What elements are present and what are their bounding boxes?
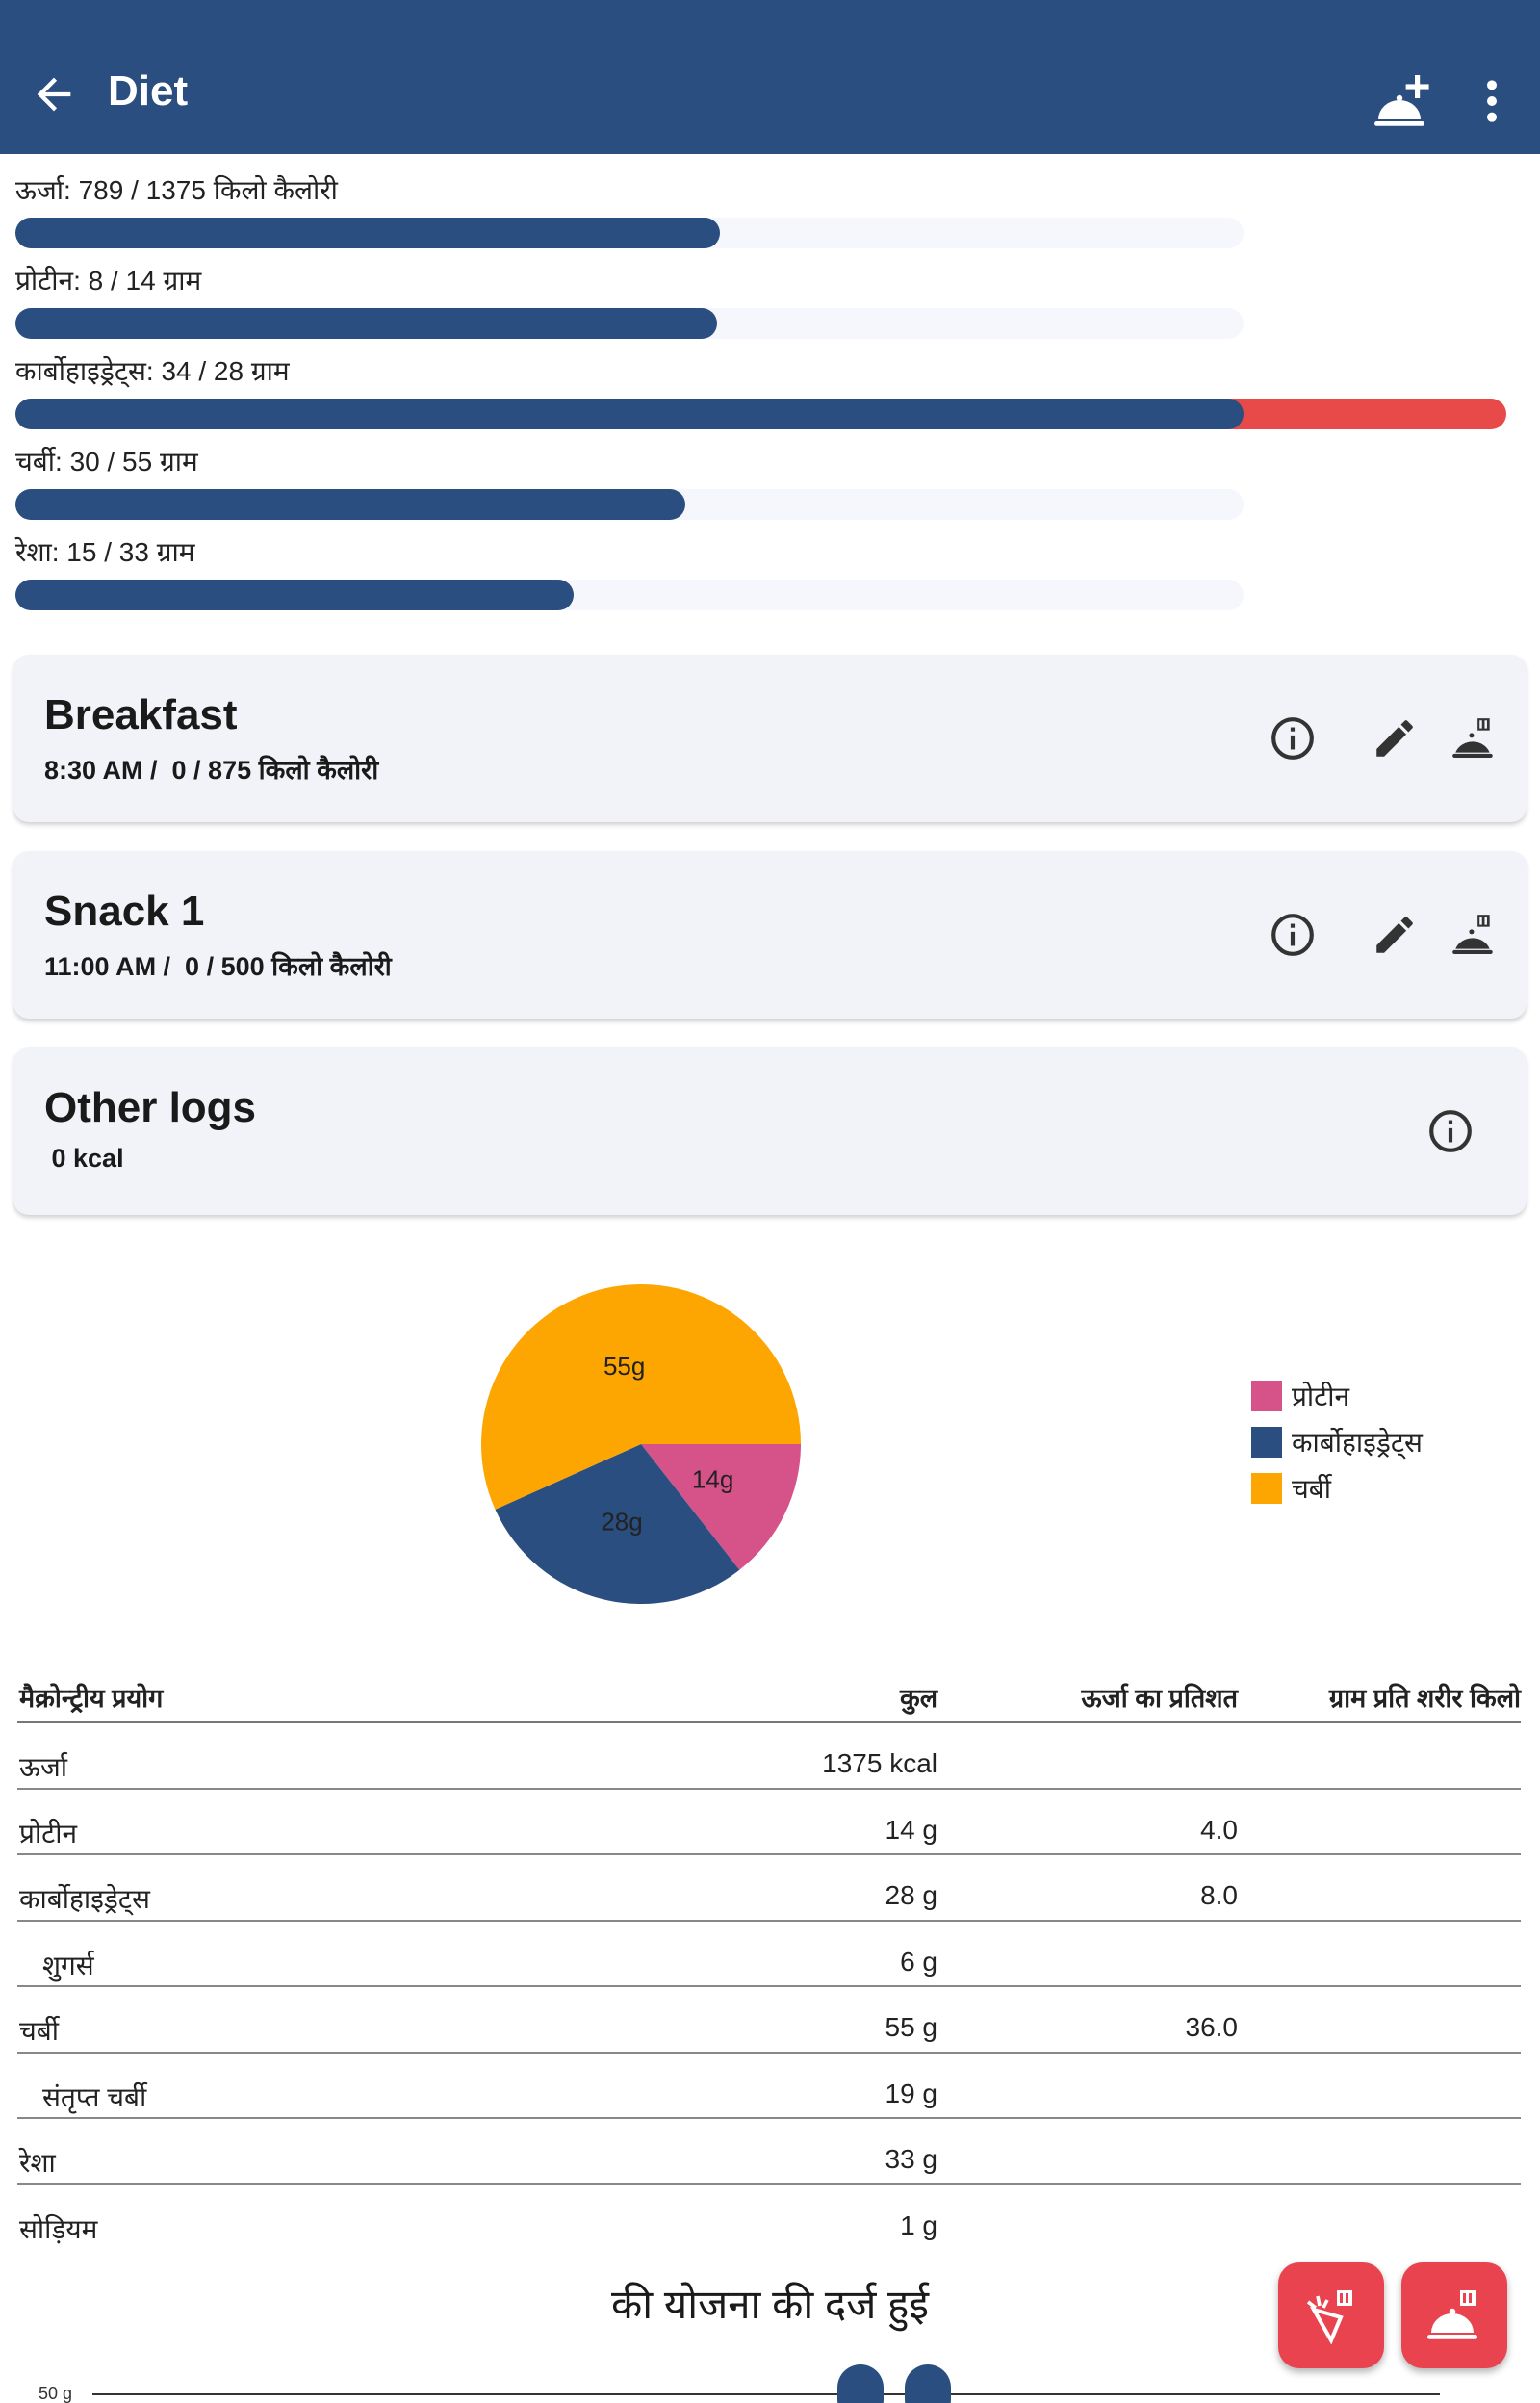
pie-slice-2 xyxy=(481,1284,801,1510)
table-row: संतृप्त चर्बी 19 g xyxy=(17,2054,1521,2119)
pie-slice-label: 55g xyxy=(603,1352,645,1381)
legend-swatch xyxy=(1251,1381,1282,1411)
table-header: मैक्रोन्ट्रीय प्रयोग कुल ऊर्जा का प्रतिश… xyxy=(17,1658,1521,1723)
table-row: सोड़ियम 1 g xyxy=(17,2185,1521,2252)
meal-name: Snack 1 xyxy=(44,888,205,935)
nutrient-name: रेशा xyxy=(19,2148,56,2178)
pie-slice-0 xyxy=(641,1444,801,1570)
plan-chart-title: की योजना की दर्ज हुई xyxy=(611,2282,929,2327)
nutrient-total: 14 g xyxy=(885,1814,938,1845)
progress-fill xyxy=(15,580,574,610)
table-row: ऊर्जा 1375 kcal xyxy=(17,1723,1521,1790)
progress-label: रेशा: 15 / 33 ग्राम xyxy=(15,537,195,567)
nutrient-name: ऊर्जा xyxy=(19,1752,68,1782)
log-meal-button[interactable] xyxy=(1401,2262,1507,2368)
progress-fill xyxy=(15,308,718,339)
table-row: चर्बी 55 g 36.0 xyxy=(17,1987,1521,2054)
progress-3: चर्बी: 30 / 55 ग्राम xyxy=(15,445,1525,520)
table-row: रेशा 33 g xyxy=(17,2119,1521,2185)
log-meal-icon[interactable] xyxy=(1450,911,1498,959)
nutrient-name: संतृप्त चर्बी xyxy=(42,2081,147,2112)
nutrient-name: कार्बोहाइड्रेट्स xyxy=(19,1884,150,1914)
meal-name: Breakfast xyxy=(44,691,238,738)
progress-2: कार्बोहाइड्रेट्स: 34 / 28 ग्राम xyxy=(15,354,1525,429)
progress-fill xyxy=(15,399,1244,429)
log-food-button[interactable] xyxy=(1278,2262,1384,2368)
progress-over-limit xyxy=(1228,399,1507,429)
header-gram-per-kg: ग्राम प्रति शरीर किलो xyxy=(1328,1684,1521,1713)
table-row: प्रोटीन 14 g 4.0 xyxy=(17,1790,1521,1855)
legend-label: प्रोटीन xyxy=(1292,1382,1350,1411)
log-meal-icon[interactable] xyxy=(1450,714,1498,762)
legend-item-protein: प्रोटीन xyxy=(1251,1373,1423,1419)
app-bar: Diet xyxy=(0,0,1540,154)
legend-swatch xyxy=(1251,1427,1282,1458)
meal-card-breakfast[interactable]: Breakfast 8:30 AM / 0 / 875 किलो कैलोरी xyxy=(13,655,1527,822)
arrow-left-icon[interactable] xyxy=(29,69,79,119)
progress-label: चर्बी: 30 / 55 ग्राम xyxy=(15,447,198,477)
nutrient-energy-percent: 36.0 xyxy=(1185,2012,1239,2042)
macro-pie-chart: 14g 28g 55g xyxy=(481,1284,801,1604)
progress-fill xyxy=(15,218,721,248)
edit-icon[interactable] xyxy=(1371,714,1419,762)
info-icon[interactable] xyxy=(1269,714,1317,762)
nutrient-name: सोड़ियम xyxy=(19,2213,98,2244)
header-energy-percent: ऊर्जा का प्रतिशत xyxy=(1081,1684,1238,1713)
nutrient-energy-percent: 4.0 xyxy=(1200,1814,1238,1845)
header-total: कुल xyxy=(899,1684,937,1713)
nutrient-total: 1375 kcal xyxy=(822,1748,937,1778)
pie-legend: प्रोटीन कार्बोहाइड्रेट्स चर्बी xyxy=(1251,1373,1423,1512)
legend-label: कार्बोहाइड्रेट्स xyxy=(1292,1428,1423,1458)
legend-label: चर्बी xyxy=(1292,1474,1332,1504)
nutrient-total: 33 g xyxy=(885,2144,938,2174)
pie-slice-label: 28g xyxy=(601,1508,642,1537)
info-icon[interactable] xyxy=(1426,1107,1475,1155)
progress-label: प्रोटीन: 8 / 14 ग्राम xyxy=(15,266,202,296)
nutrient-name: शुगर्स xyxy=(42,1950,94,1980)
meal-meta: 11:00 AM / 0 / 500 किलो कैलोरी xyxy=(44,952,392,981)
edit-icon[interactable] xyxy=(1371,911,1419,959)
plan-bar xyxy=(837,2364,884,2403)
nutrient-energy-percent: 8.0 xyxy=(1200,1880,1238,1910)
plan-axis-line xyxy=(92,2393,1440,2395)
more-vert-icon[interactable] xyxy=(1473,77,1511,125)
nutrient-name: प्रोटीन xyxy=(19,1818,78,1848)
plan-axis-label: 50 g xyxy=(38,2384,73,2403)
progress-4: रेशा: 15 / 33 ग्राम xyxy=(15,535,1525,610)
meal-name: Other logs xyxy=(44,1084,257,1131)
log-food-icon xyxy=(1306,2290,1352,2344)
meal-card-snack-1[interactable]: Snack 1 11:00 AM / 0 / 500 किलो कैलोरी xyxy=(13,851,1527,1019)
progress-1: प्रोटीन: 8 / 14 ग्राम xyxy=(15,264,1525,339)
progress-fill xyxy=(15,489,685,520)
info-icon[interactable] xyxy=(1269,911,1317,959)
meal-meta: 8:30 AM / 0 / 875 किलो कैलोरी xyxy=(44,756,379,785)
progress-label: कार्बोहाइड्रेट्स: 34 / 28 ग्राम xyxy=(15,356,290,386)
log-meal-icon xyxy=(1427,2290,1477,2339)
legend-swatch xyxy=(1251,1473,1282,1504)
nutrient-total: 6 g xyxy=(900,1946,937,1977)
meal-card-other-logs[interactable]: Other logs 0 kcal xyxy=(13,1047,1527,1215)
meal-meta: 0 kcal xyxy=(44,1144,124,1173)
pie-slice-1 xyxy=(495,1444,740,1604)
nutrient-total: 1 g xyxy=(900,2209,937,2240)
add-meal-icon[interactable] xyxy=(1373,73,1430,131)
pie-slice-label: 14g xyxy=(692,1464,733,1493)
macronutrient-table: मैक्रोन्ट्रीय प्रयोग कुल ऊर्जा का प्रतिश… xyxy=(17,1658,1521,2251)
nutrient-total: 55 g xyxy=(885,2012,938,2042)
table-body: ऊर्जा 1375 kcal प्रोटीन 14 g 4.0 कार्बोहाइड्र… xyxy=(17,1723,1521,2251)
progress-0: ऊर्जा: 789 / 1375 किलो कैलोरी xyxy=(15,173,1525,248)
table-row: शुगर्स 6 g xyxy=(17,1922,1521,1987)
page-title: Diet xyxy=(108,67,189,115)
table-row: कार्बोहाइड्रेट्स 28 g 8.0 xyxy=(17,1855,1521,1922)
legend-item-carbs: कार्बोहाइड्रेट्स xyxy=(1251,1419,1423,1465)
progress-label: ऊर्जा: 789 / 1375 किलो कैलोरी xyxy=(15,175,338,205)
nutrient-name: चर्बी xyxy=(19,2016,60,2046)
nutrient-total: 19 g xyxy=(885,2078,938,2108)
plan-bar xyxy=(905,2364,951,2403)
header-nutrient: मैक्रोन्ट्रीय प्रयोग xyxy=(19,1684,164,1713)
nutrient-total: 28 g xyxy=(885,1880,938,1910)
legend-item-fat: चर्बी xyxy=(1251,1465,1423,1512)
